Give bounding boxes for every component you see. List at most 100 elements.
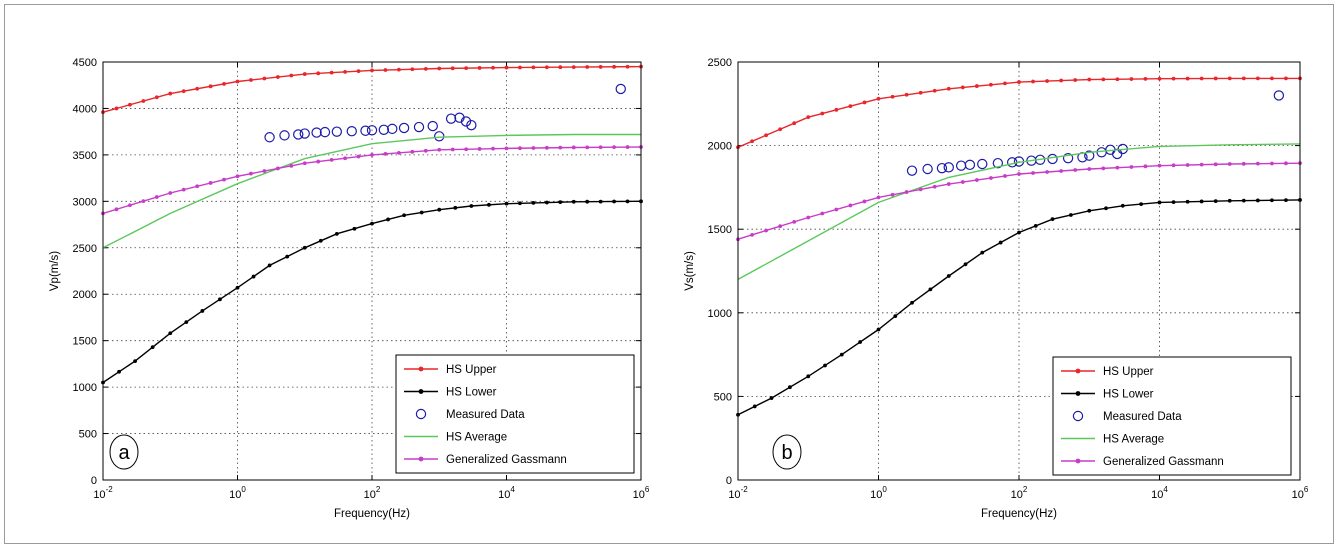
data-point [299,128,310,139]
legend-label: HS Average [446,432,507,444]
legend-label: Generalized Gassmann [446,454,567,466]
data-point [464,147,469,152]
data-point [598,65,603,69]
data-point [208,84,213,89]
data-point [285,254,290,259]
legend-marker [1075,391,1081,396]
x-tick-exponent: 4 [1163,485,1168,494]
legend-label: Measured Data [446,409,525,421]
legend-entry: HS Average [404,432,507,444]
y-tick-label: 1000 [708,308,732,320]
x-tick-exponent: 6 [1304,485,1309,494]
series-hs-upper [101,64,643,115]
data-point [918,90,923,95]
data-point [1270,161,1274,166]
x-tick-exponent: 0 [882,485,887,494]
data-point [316,71,321,76]
data-point [571,65,576,70]
data-point [989,82,993,87]
panel-label-badge [109,434,139,470]
legend-box [1052,356,1292,476]
data-point [960,85,965,90]
data-point [1062,152,1074,164]
data-point [366,125,378,136]
data-point [150,345,155,350]
data-point [251,274,256,279]
series-hs-lower [736,198,1302,417]
data-point [329,158,334,162]
data-point [858,340,863,344]
series-hs-lower [101,199,643,385]
data-point [208,181,213,185]
legend-label: HS Upper [1103,366,1154,378]
data-point [397,67,401,72]
data-point [625,64,630,69]
x-tick-exponent: 0 [241,485,246,494]
data-point [1139,202,1144,207]
data-point [168,331,173,336]
data-point [936,162,948,174]
data-point [1199,162,1204,167]
x-tick-label: 106 [1292,485,1309,501]
legend-marker [1075,368,1081,374]
data-point [293,129,304,140]
data-point [1213,199,1218,204]
data-point [275,166,280,171]
data-point [1185,76,1190,81]
data-point [1199,76,1204,81]
data-point [181,187,186,192]
data-point [114,207,119,212]
panel-label: a [118,442,130,464]
data-point [289,73,294,78]
data-point [820,111,825,116]
data-point [423,148,428,153]
legend-entry: HS Lower [1061,389,1154,401]
data-point [834,107,839,112]
x-axis-label: Frequency(Hz) [334,508,410,520]
data-point [141,199,146,204]
data-point [154,95,159,100]
data-point [477,66,482,70]
data-point [491,65,495,70]
x-tick-exponent: 6 [645,485,650,494]
data-point [329,70,334,75]
data-point [235,79,240,84]
data-point [114,106,119,111]
data-point [977,158,988,170]
data-point [1284,198,1288,203]
data-point [792,219,797,224]
data-point [386,217,390,222]
data-point [544,65,549,70]
data-point [963,262,968,267]
data-point [750,232,754,237]
x-tick-label: 10-2 [93,485,113,501]
data-point [558,145,563,150]
data-point [918,187,923,192]
data-point [1073,168,1078,172]
legend-entry: HS Average [1061,434,1164,446]
data-point [249,171,253,176]
data-point [1171,163,1176,168]
legend-box [395,354,635,474]
data-point [181,89,186,94]
data-point [964,159,976,171]
data-point [1033,223,1038,228]
data-point [1101,77,1106,82]
data-point [544,200,549,205]
data-point [487,202,491,207]
panel-label-badge [772,434,802,470]
data-point [466,119,477,131]
legend-marker [415,408,427,420]
legend-label: Generalized Gassmann [1103,456,1224,468]
data-point [750,139,754,144]
data-point [346,126,357,137]
data-point [1050,217,1055,222]
data-point [787,385,792,390]
data-point [612,64,616,69]
data-point [504,146,509,151]
legend-entry: Measured Data [1072,410,1182,423]
data-point [906,165,918,176]
y-tick-label: 1500 [708,224,732,236]
data-point [585,199,590,204]
